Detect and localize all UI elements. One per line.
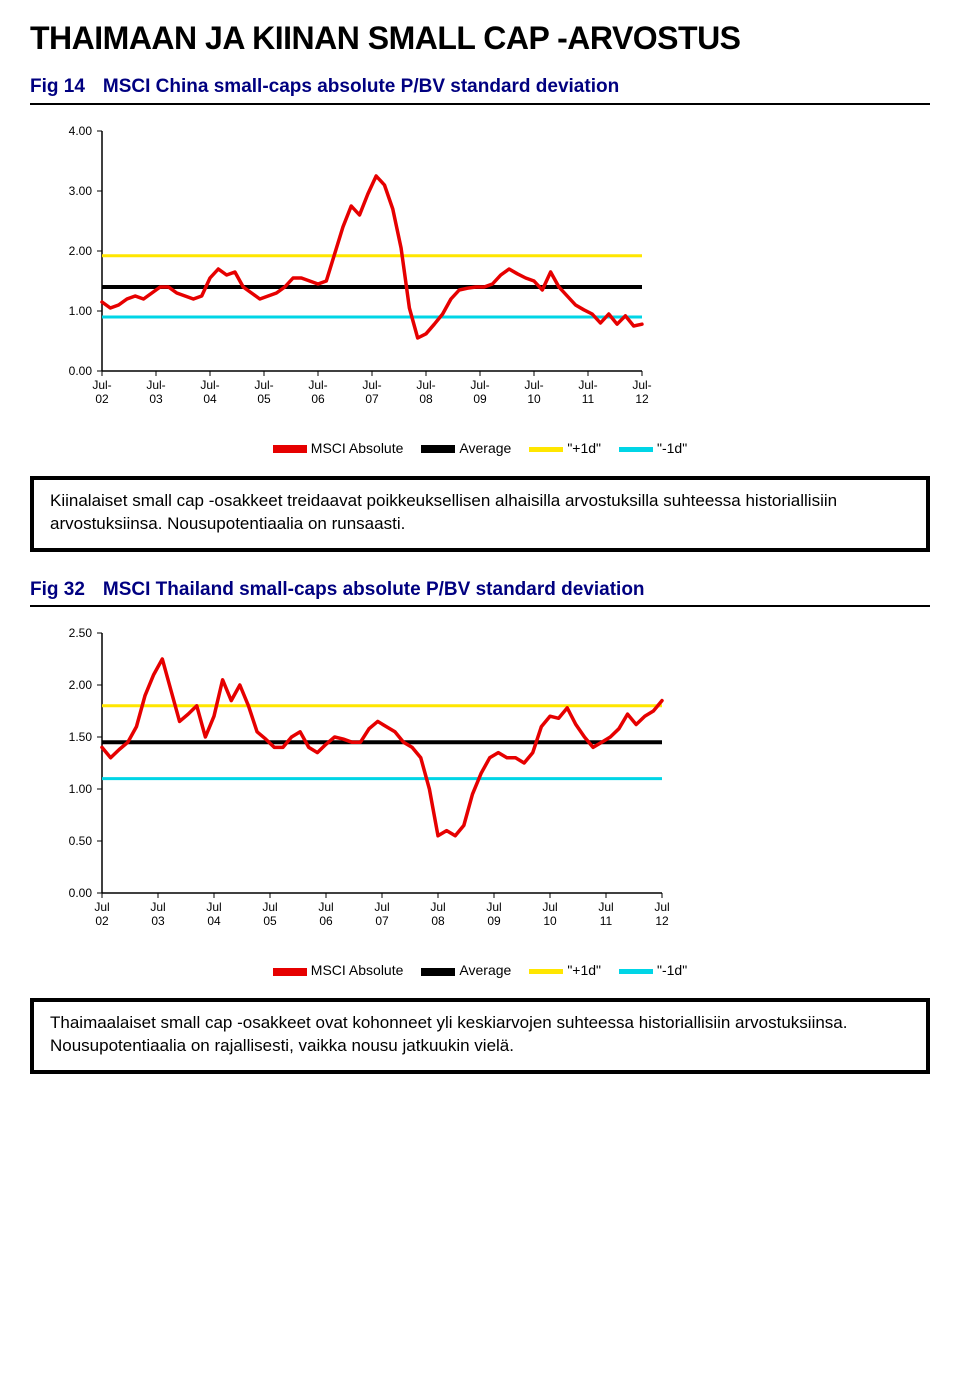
svg-text:Jul: Jul <box>374 900 389 914</box>
legend-item-average: Average <box>421 440 511 456</box>
fig-label: Fig 32 <box>30 578 85 602</box>
svg-text:Jul: Jul <box>486 900 501 914</box>
svg-text:02: 02 <box>95 914 109 928</box>
fig-china-title: Fig 14 MSCI China small-caps absolute P/… <box>30 75 930 99</box>
svg-text:08: 08 <box>431 914 445 928</box>
svg-text:0.00: 0.00 <box>69 364 93 378</box>
svg-text:1.50: 1.50 <box>69 730 93 744</box>
legend-swatch <box>619 969 653 974</box>
legend-swatch <box>529 447 563 452</box>
svg-text:10: 10 <box>543 914 557 928</box>
svg-text:05: 05 <box>263 914 277 928</box>
note-china: Kiinalaiset small cap -osakkeet treidaav… <box>30 476 930 552</box>
legend-label: MSCI Absolute <box>311 440 404 456</box>
fig-rule <box>30 103 930 105</box>
note-thai: Thaimaalaiset small cap -osakkeet ovat k… <box>30 998 930 1074</box>
svg-text:06: 06 <box>311 392 325 406</box>
svg-text:Jul-: Jul- <box>416 378 435 392</box>
legend-swatch <box>529 969 563 974</box>
svg-text:3.00: 3.00 <box>69 184 93 198</box>
svg-text:12: 12 <box>635 392 649 406</box>
svg-text:07: 07 <box>375 914 389 928</box>
legend-item-plus1d: "+1d" <box>529 962 601 978</box>
legend-label: MSCI Absolute <box>311 962 404 978</box>
legend-item-minus1d: "-1d" <box>619 962 687 978</box>
svg-text:Jul-: Jul- <box>254 378 273 392</box>
svg-text:07: 07 <box>365 392 379 406</box>
svg-text:Jul: Jul <box>206 900 221 914</box>
legend-swatch <box>421 445 455 453</box>
svg-text:2.50: 2.50 <box>69 626 93 640</box>
svg-text:4.00: 4.00 <box>69 124 93 138</box>
svg-text:12: 12 <box>655 914 669 928</box>
svg-text:03: 03 <box>151 914 165 928</box>
legend-item-plus1d: "+1d" <box>529 440 601 456</box>
fig-thai-title: Fig 32 MSCI Thailand small-caps absolute… <box>30 578 930 602</box>
legend-swatch <box>619 447 653 452</box>
svg-text:09: 09 <box>487 914 501 928</box>
legend-china: MSCI Absolute Average "+1d" "-1d" <box>30 440 930 456</box>
legend-label: Average <box>459 440 511 456</box>
svg-text:Jul: Jul <box>542 900 557 914</box>
legend-thai: MSCI Absolute Average "+1d" "-1d" <box>30 962 930 978</box>
svg-text:Jul-: Jul- <box>92 378 111 392</box>
legend-label: "-1d" <box>657 440 687 456</box>
svg-text:04: 04 <box>207 914 221 928</box>
svg-text:11: 11 <box>600 914 613 928</box>
svg-text:Jul-: Jul- <box>146 378 165 392</box>
svg-text:2.00: 2.00 <box>69 678 93 692</box>
svg-text:11: 11 <box>582 392 595 406</box>
fig-title-text: MSCI China small-caps absolute P/BV stan… <box>103 75 619 99</box>
fig-title-text: MSCI Thailand small-caps absolute P/BV s… <box>103 578 645 602</box>
chart-thai-svg: 0.000.501.001.502.002.50Jul02Jul03Jul04J… <box>38 625 678 945</box>
svg-text:08: 08 <box>419 392 433 406</box>
svg-text:Jul: Jul <box>150 900 165 914</box>
svg-text:Jul: Jul <box>654 900 669 914</box>
svg-text:Jul: Jul <box>262 900 277 914</box>
svg-text:Jul-: Jul- <box>200 378 219 392</box>
chart-china-svg: 0.001.002.003.004.00Jul-02Jul-03Jul-04Ju… <box>38 123 658 423</box>
svg-text:Jul-: Jul- <box>362 378 381 392</box>
legend-swatch <box>421 968 455 976</box>
legend-label: Average <box>459 962 511 978</box>
svg-text:Jul: Jul <box>430 900 445 914</box>
legend-item-average: Average <box>421 962 511 978</box>
legend-swatch <box>273 968 307 976</box>
fig-rule <box>30 605 930 607</box>
svg-text:03: 03 <box>149 392 163 406</box>
svg-text:Jul-: Jul- <box>470 378 489 392</box>
legend-label: "+1d" <box>567 440 601 456</box>
chart-thai: 0.000.501.001.502.002.50Jul02Jul03Jul04J… <box>38 625 930 950</box>
svg-text:Jul-: Jul- <box>632 378 651 392</box>
svg-text:2.00: 2.00 <box>69 244 93 258</box>
legend-label: "+1d" <box>567 962 601 978</box>
svg-text:Jul: Jul <box>598 900 613 914</box>
svg-text:Jul: Jul <box>318 900 333 914</box>
svg-text:04: 04 <box>203 392 217 406</box>
svg-text:Jul-: Jul- <box>524 378 543 392</box>
svg-text:10: 10 <box>527 392 541 406</box>
legend-item-absolute: MSCI Absolute <box>273 440 404 456</box>
chart-china: 0.001.002.003.004.00Jul-02Jul-03Jul-04Ju… <box>38 123 930 428</box>
legend-item-minus1d: "-1d" <box>619 440 687 456</box>
legend-label: "-1d" <box>657 962 687 978</box>
legend-item-absolute: MSCI Absolute <box>273 962 404 978</box>
svg-text:Jul: Jul <box>94 900 109 914</box>
fig-label: Fig 14 <box>30 75 85 99</box>
svg-text:1.00: 1.00 <box>69 304 93 318</box>
svg-text:0.50: 0.50 <box>69 834 93 848</box>
svg-text:1.00: 1.00 <box>69 782 93 796</box>
svg-text:02: 02 <box>95 392 109 406</box>
page-title: THAIMAAN JA KIINAN SMALL CAP -ARVOSTUS <box>30 20 930 57</box>
svg-text:0.00: 0.00 <box>69 886 93 900</box>
svg-text:05: 05 <box>257 392 271 406</box>
legend-swatch <box>273 445 307 453</box>
svg-text:09: 09 <box>473 392 487 406</box>
svg-text:06: 06 <box>319 914 333 928</box>
svg-text:Jul-: Jul- <box>308 378 327 392</box>
svg-text:Jul-: Jul- <box>578 378 597 392</box>
